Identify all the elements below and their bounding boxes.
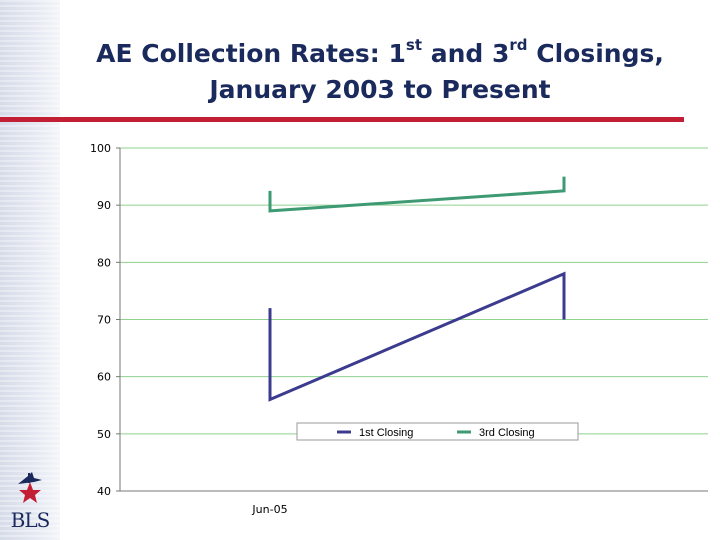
- title-text-2: and 3: [422, 39, 510, 68]
- y-tick-label: 70: [97, 314, 111, 327]
- legend: 1st Closing 3rd Closing: [296, 422, 579, 441]
- title-superscript-2: rd: [509, 35, 528, 54]
- title-superscript-1: st: [405, 35, 423, 54]
- title-line-2: January 2003 to Present: [209, 75, 551, 104]
- series-lines: [268, 176, 566, 402]
- title-divider-rule: [0, 117, 684, 122]
- title-text-3: Closings,: [527, 39, 664, 68]
- logo-text: BLS: [10, 508, 51, 532]
- legend-box: [296, 422, 579, 441]
- y-tick-label: 100: [90, 142, 111, 155]
- side-decoration-band: [0, 0, 60, 540]
- series-line-2: [268, 176, 566, 213]
- title-line-1: AE Collection Rates: 1st and 3rd Closing…: [60, 36, 700, 72]
- y-tick-label: 60: [97, 371, 111, 384]
- title-text-1: AE Collection Rates: 1: [96, 39, 406, 68]
- y-tick-label: 80: [97, 256, 111, 269]
- bls-logo: BLS: [4, 470, 56, 532]
- legend-label-2: 3rd Closing: [479, 427, 535, 439]
- slide-title: AE Collection Rates: 1st and 3rd Closing…: [60, 36, 700, 108]
- x-tick-label: Jun-05: [251, 503, 287, 516]
- gridlines: [120, 147, 708, 435]
- legend-label-1: 1st Closing: [359, 427, 413, 439]
- series-line-1: [268, 271, 566, 402]
- y-tick-label: 40: [97, 485, 111, 498]
- y-tick-label: 90: [97, 199, 111, 212]
- eagle-star-icon: [18, 472, 42, 503]
- axes: 100 90 80 70 60 50 40 Jun-05: [90, 142, 708, 516]
- y-tick-label: 50: [97, 428, 111, 441]
